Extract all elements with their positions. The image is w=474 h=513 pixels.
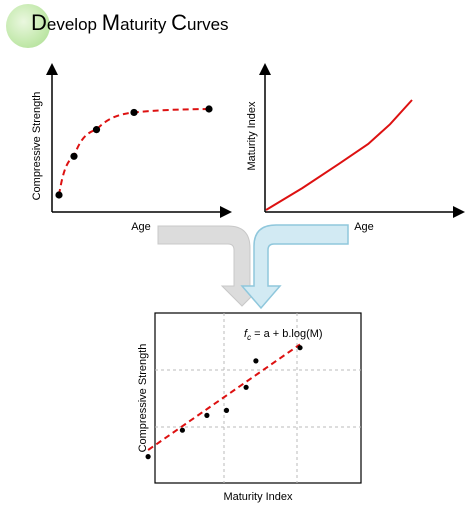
formula-rest: = a + b.log(M) xyxy=(251,328,323,340)
maturity-age-chart: Age Maturity Index xyxy=(246,63,465,233)
data-point xyxy=(70,152,78,160)
title-area: Develop Maturity Curves xyxy=(0,0,474,56)
x-axis-label: Age xyxy=(131,221,151,233)
data-point xyxy=(297,345,303,351)
maturity-line xyxy=(265,99,413,211)
x-axis-label: Maturity Index xyxy=(223,491,293,503)
title-bubble-icon xyxy=(6,4,50,48)
data-point xyxy=(223,407,230,413)
data-point xyxy=(205,105,213,113)
data-point xyxy=(130,108,138,117)
formula-lead: f xyxy=(244,328,248,340)
data-point xyxy=(253,358,259,364)
blue-arrow xyxy=(240,224,349,310)
data-point xyxy=(55,191,63,199)
merge-arrows xyxy=(157,224,349,310)
page-title: Develop Maturity Curves xyxy=(31,10,229,35)
y-axis-label: Maturity Index xyxy=(246,101,258,171)
plot-frame xyxy=(154,312,362,484)
data-point xyxy=(179,427,185,433)
y-axis-label: Compressive Strength xyxy=(31,92,43,201)
data-point xyxy=(243,384,249,390)
formula-sub: c xyxy=(247,333,251,342)
data-point xyxy=(204,412,210,418)
y-axis-label: Compressive Strength xyxy=(137,344,149,453)
gray-arrow xyxy=(157,225,264,307)
x-axis-label: Age xyxy=(354,221,374,233)
fit-line xyxy=(147,343,301,451)
formula: fc = a + b.log(M) xyxy=(244,328,323,342)
strength-age-chart: Age Compressive Strength xyxy=(31,63,232,233)
strength-maturity-chart: fc = a + b.log(M) Maturity Index Compres… xyxy=(137,312,362,503)
strength-curve xyxy=(58,108,210,196)
data-point xyxy=(145,454,151,460)
data-point xyxy=(92,126,101,134)
